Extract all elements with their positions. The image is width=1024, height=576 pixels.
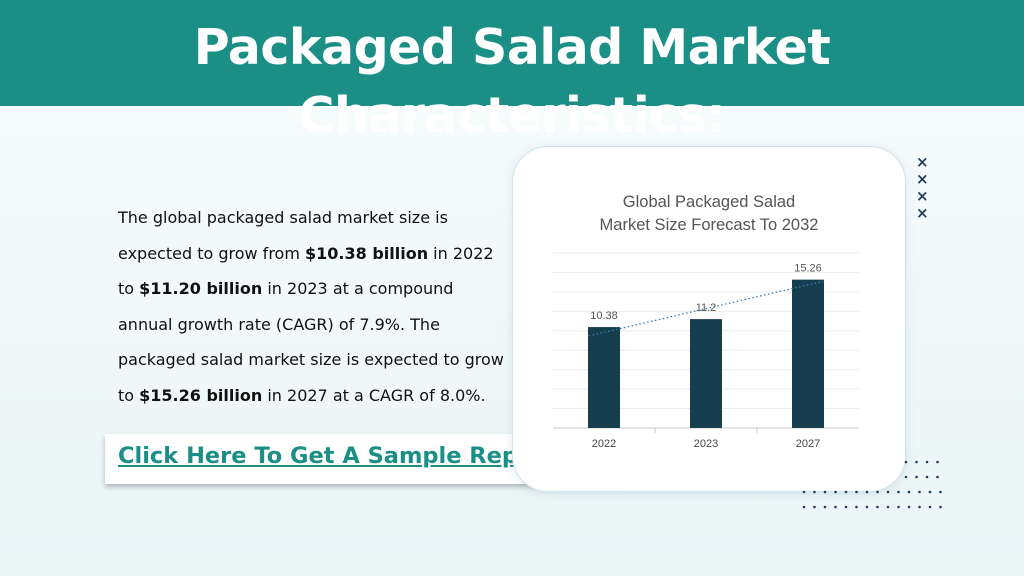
market-description: The global packaged salad market size is… (118, 200, 508, 413)
cross-pattern-icon: × × × × (916, 153, 929, 222)
bar-2022 (588, 327, 620, 428)
description-text-3: in 2023 at a compound annual growth rate… (118, 279, 504, 405)
value-2022: $10.38 billion (305, 243, 429, 263)
bar-2023 (690, 319, 722, 428)
description-text-4: in 2027 at a CAGR of 8.0%. (262, 385, 486, 405)
chart-title-line1: Global Packaged Salad (622, 193, 796, 211)
chart-card: Global Packaged Salad Market Size Foreca… (512, 146, 906, 492)
chart-title-line2: Market Size Forecast To 2032 (599, 216, 819, 234)
description-text-1: The global packaged salad market size is… (118, 208, 448, 263)
bar-2027 (792, 279, 824, 428)
page-title: Packaged Salad Market Characteristics: (193, 19, 831, 144)
header-banner: Packaged Salad Market Characteristics: (0, 0, 1024, 144)
sample-report-box: Click Here To Get A Sample Report (105, 434, 555, 484)
data-label-2022: 10.38 (590, 310, 618, 322)
x-tick-label-2027: 2027 (796, 438, 820, 450)
chart-title: Global Packaged Salad Market Size Foreca… (513, 191, 905, 237)
data-label-2027: 15.26 (794, 263, 822, 275)
trendline (588, 280, 824, 337)
x-tick-label-2022: 2022 (592, 438, 616, 450)
x-tick-label-2023: 2023 (694, 438, 718, 450)
value-2027: $15.26 billion (139, 385, 263, 405)
description-text-2: in 2022 to (118, 243, 494, 299)
sample-report-link[interactable]: Click Here To Get A Sample Report (118, 443, 556, 469)
value-2023: $11.20 billion (139, 279, 263, 298)
